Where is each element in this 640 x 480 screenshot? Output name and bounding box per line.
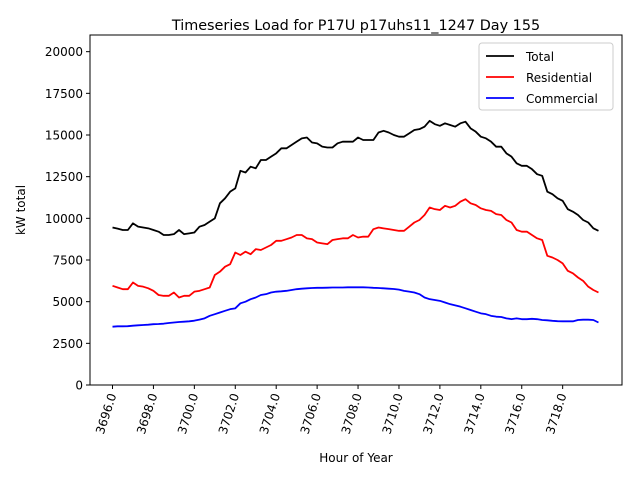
- y-tick-label: 2500: [52, 337, 83, 351]
- y-tick-label: 7500: [52, 254, 83, 268]
- y-tick-label: 15000: [45, 129, 83, 143]
- series-layer: [112, 119, 599, 328]
- legend-box: [478, 42, 614, 111]
- y-tick-label: 10000: [45, 212, 83, 226]
- legend-label-total: Total: [525, 50, 554, 64]
- legend-label-residential: Residential: [526, 71, 592, 85]
- legend-label-commercial: Commercial: [526, 92, 598, 106]
- y-tick-label: 12500: [45, 170, 83, 184]
- legend: Total Residential Commercial: [478, 42, 614, 111]
- series-line-commercial: [112, 286, 599, 328]
- y-axis-ticks: 0 2500 5000 7500 10000 12500 15000 17500 20000: [45, 45, 90, 393]
- series-line-total: [112, 119, 599, 236]
- y-tick-label: 5000: [52, 295, 83, 309]
- y-tick-label: 17500: [45, 87, 83, 101]
- y-tick-label: 20000: [45, 45, 83, 59]
- x-axis-label: Hour of Year: [319, 451, 393, 465]
- axes-frame: [89, 34, 623, 386]
- chart-title: Timeseries Load for P17U p17uhs11_1247 D…: [171, 18, 540, 34]
- series-line-residential: [112, 198, 599, 299]
- y-tick-label: 0: [75, 379, 83, 393]
- y-axis-label: kW total: [14, 185, 28, 235]
